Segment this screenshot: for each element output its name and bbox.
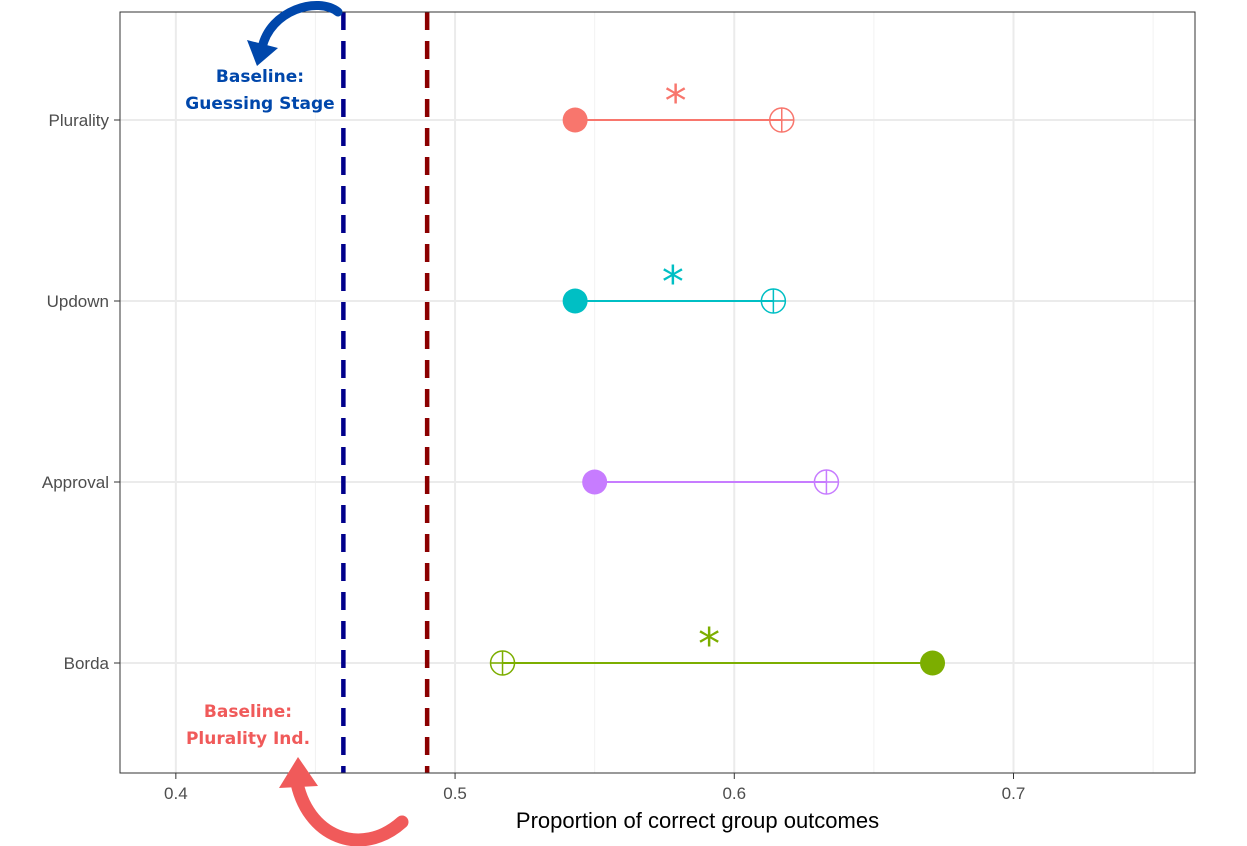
baseline-label-line: Plurality Ind. [186, 729, 310, 749]
y-tick-label: Updown [47, 292, 109, 311]
panel-border [119, 11, 1196, 774]
y-tick-label: Plurality [49, 111, 110, 130]
baseline-layer [341, 12, 430, 773]
red-curved-arrow-icon [289, 771, 409, 846]
filled-point [562, 107, 588, 133]
x-axis-title: Proportion of correct group outcomes [516, 808, 879, 833]
baseline-label-line: Baseline: [216, 67, 304, 87]
x-tick-label: 0.4 [164, 784, 188, 803]
axis-layer: 0.4 0.5 0.6 0.7 Plurality Updown Approval Borda… [42, 111, 1025, 833]
filled-point [562, 288, 588, 314]
blue-curved-arrow-icon [257, 0, 343, 53]
significance-star: * [662, 257, 684, 308]
baseline-label-line: Baseline: [204, 702, 292, 722]
y-tick-label: Approval [42, 473, 109, 492]
annotation-layer: Baseline: Guessing Stage Baseline: Pluralit… [185, 0, 409, 846]
x-tick-label: 0.5 [443, 784, 467, 803]
x-tick-label: 0.6 [722, 784, 746, 803]
baseline-label-line: Guessing Stage [185, 94, 334, 114]
grid-layer [120, 12, 1195, 773]
series-layer: * * * [489, 76, 946, 676]
blue-arrowhead-icon [247, 40, 278, 66]
filled-point [582, 469, 608, 495]
filled-point [920, 650, 946, 676]
significance-star: * [698, 619, 720, 670]
red-arrowhead-icon [279, 757, 318, 788]
x-tick-label: 0.7 [1002, 784, 1026, 803]
y-tick-label: Borda [64, 654, 110, 673]
significance-star: * [665, 76, 687, 127]
